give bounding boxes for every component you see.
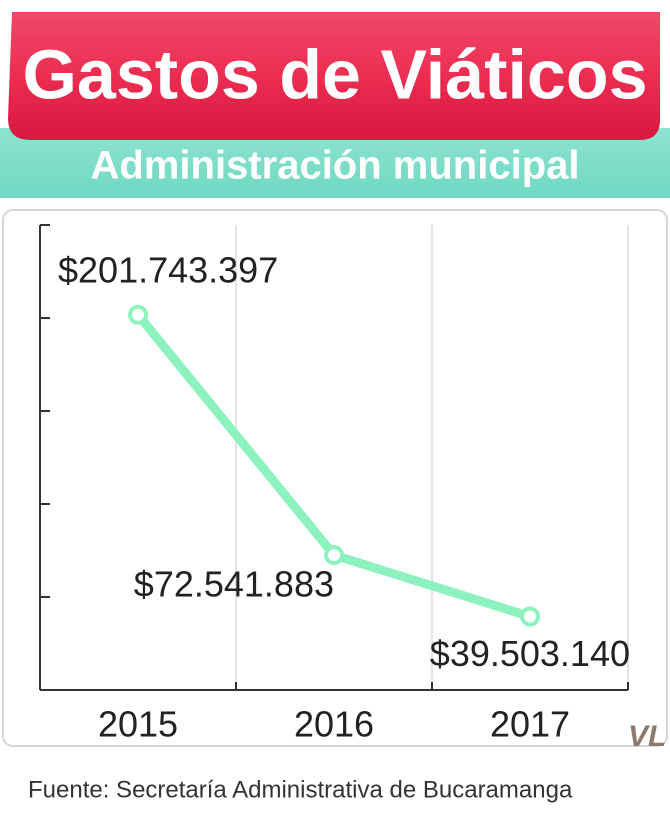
value-label: $72.541.883 — [134, 564, 334, 605]
source-note: Fuente: Secretaría Administrativa de Buc… — [28, 776, 573, 803]
point — [324, 545, 344, 566]
title-banner — [8, 12, 660, 140]
x-tick-label: 2016 — [294, 704, 374, 745]
chart-subtitle: Administración municipal — [91, 144, 580, 188]
chart-title: Gastos de Viáticos — [22, 35, 647, 113]
x-tick-label: 2015 — [98, 704, 178, 745]
value-label: $201.743.397 — [58, 249, 278, 290]
logo: VL — [628, 720, 666, 753]
x-tick-label: 2017 — [490, 704, 570, 745]
value-label: $39.503.140 — [430, 633, 630, 674]
point — [520, 606, 540, 627]
point — [128, 304, 148, 325]
